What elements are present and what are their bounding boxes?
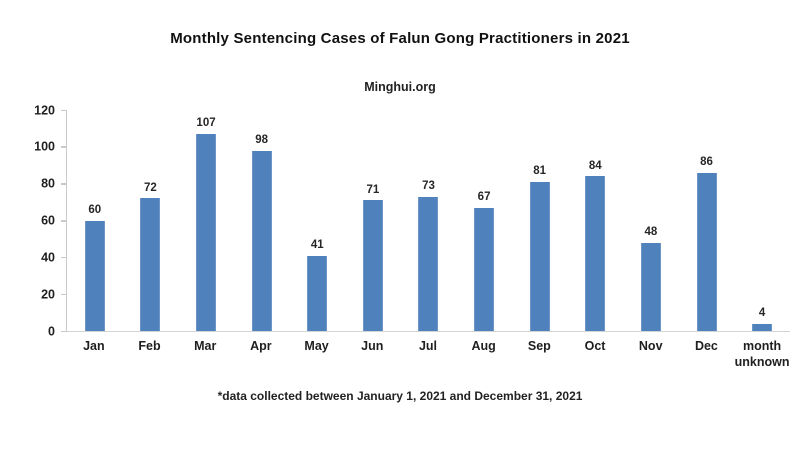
- y-tick-mark: [61, 220, 66, 222]
- bar: [640, 242, 661, 331]
- bar: [140, 198, 161, 331]
- y-tick-label: 60: [41, 213, 55, 228]
- bar: [251, 150, 272, 331]
- bar-value-label: 84: [588, 159, 602, 172]
- x-axis-label: Apr: [250, 339, 272, 353]
- y-tick-mark: [61, 146, 66, 148]
- bar-slot: 72: [123, 110, 179, 331]
- x-axis-label: Oct: [584, 339, 606, 353]
- bar-slot: 84: [567, 110, 623, 331]
- bar-slot: 86: [679, 110, 735, 331]
- y-tick-label: 40: [41, 250, 55, 265]
- bar: [196, 133, 217, 331]
- x-axis-label: Sep: [527, 339, 551, 353]
- x-axis-label: month unknown: [734, 339, 790, 369]
- plot-area: 0 20 40 60 80 100 120 60 72 107 98 41 71 73 67 81 84 48 8…: [34, 104, 790, 337]
- bar: [362, 200, 383, 331]
- bar-slot: 60: [67, 110, 123, 331]
- x-axis-labels: Jan Feb Mar Apr May Jun Jul Aug Sep Oct Nov Dec mont…: [66, 339, 790, 370]
- x-axis-label: Mar: [194, 339, 217, 353]
- bar-value-label: 81: [533, 165, 547, 178]
- x-axis-label: Nov: [638, 339, 663, 353]
- y-tick-label: 120: [34, 102, 55, 117]
- x-axis-label: Jan: [83, 339, 105, 353]
- bar: [418, 196, 439, 331]
- y-tick-label: 20: [41, 286, 55, 301]
- bar-value-label: 41: [310, 239, 324, 251]
- bar: [84, 220, 105, 331]
- bar: [752, 323, 773, 331]
- x-axis-label: Jul: [418, 339, 437, 353]
- chart-subtitle: Minghui.org: [364, 80, 436, 94]
- bar-value-label: 48: [644, 226, 658, 239]
- bar-value-label: 60: [88, 204, 102, 216]
- y-tick-mark: [61, 183, 66, 185]
- x-axis-label: Dec: [694, 339, 718, 353]
- bar-value-label: 67: [477, 191, 491, 204]
- x-axis-label: Aug: [471, 339, 496, 353]
- bar-value-label: 4: [758, 307, 766, 320]
- bar-slot: 98: [234, 110, 290, 331]
- bar: [529, 181, 550, 331]
- bar-slot: 48: [623, 110, 679, 331]
- bar-value-label: 98: [255, 134, 269, 147]
- bar-value-label: 73: [422, 180, 435, 193]
- bar-slot: 73: [401, 110, 457, 331]
- bar-value-label: 86: [700, 156, 713, 169]
- x-axis-label: May: [304, 339, 329, 353]
- bar-value-label: 72: [144, 181, 157, 194]
- bar-value-label: 71: [366, 183, 380, 196]
- x-axis-label: Jun: [361, 339, 384, 353]
- bar-slot: 67: [456, 110, 512, 331]
- y-tick-mark: [61, 109, 66, 111]
- bar-slot: 107: [178, 110, 234, 331]
- bar: [696, 172, 717, 331]
- bar-value-label: 107: [196, 117, 216, 130]
- bar-slot: 71: [345, 110, 401, 331]
- y-tick-mark: [61, 293, 66, 296]
- footnote: *data collected between January 1, 2021 …: [217, 389, 583, 403]
- bar: [474, 207, 495, 331]
- y-tick-mark: [61, 256, 66, 259]
- chart-title: Monthly Sentencing Cases of Falun Gong P…: [170, 30, 630, 47]
- bar-slot: 41: [289, 110, 345, 331]
- bars-container: 60 72 107 98 41 71 73 67 81 84 48 86 4: [67, 110, 790, 331]
- bar: [585, 176, 606, 331]
- y-tick-mark: [61, 330, 66, 332]
- bar: [307, 255, 328, 331]
- bar-slot: 81: [512, 110, 568, 331]
- x-axis-label: Feb: [138, 339, 161, 353]
- y-tick-label: 0: [48, 323, 55, 338]
- bar-slot: 4: [734, 110, 790, 331]
- y-tick-label: 100: [34, 139, 55, 154]
- y-tick-label: 80: [41, 176, 55, 191]
